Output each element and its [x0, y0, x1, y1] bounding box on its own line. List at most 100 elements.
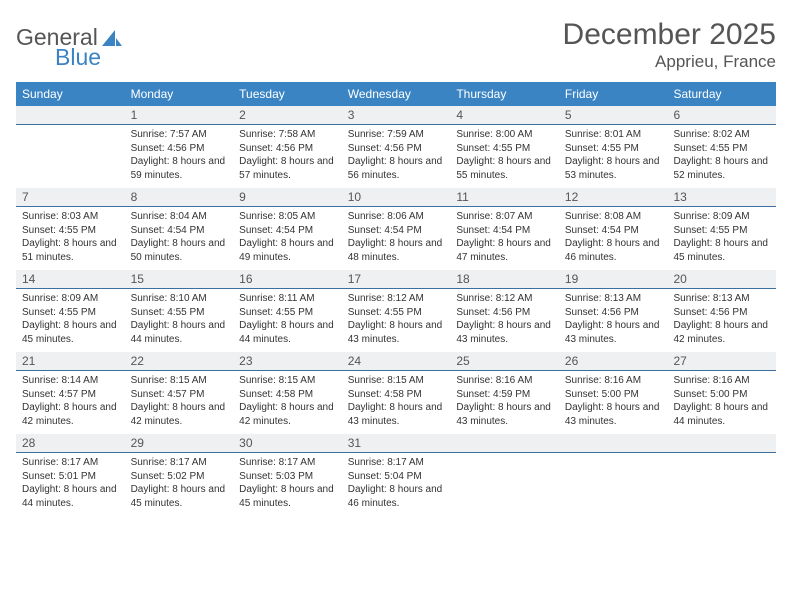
- sunset-line: Sunset: 4:54 PM: [565, 224, 662, 238]
- sunset-line: Sunset: 5:02 PM: [131, 470, 228, 484]
- sunrise-line: Sunrise: 8:05 AM: [239, 210, 336, 224]
- day-body: Sunrise: 8:02 AMSunset: 4:55 PMDaylight:…: [667, 125, 776, 188]
- week-row: 28Sunrise: 8:17 AMSunset: 5:01 PMDayligh…: [16, 434, 776, 516]
- day-header-row: SundayMondayTuesdayWednesdayThursdayFrid…: [16, 82, 776, 106]
- day-body: Sunrise: 8:04 AMSunset: 4:54 PMDaylight:…: [125, 207, 234, 270]
- day-body: [667, 453, 776, 462]
- day-cell: 23Sunrise: 8:15 AMSunset: 4:58 PMDayligh…: [233, 352, 342, 434]
- day-number-band: 4: [450, 106, 559, 125]
- day-number-band: 15: [125, 270, 234, 289]
- day-cell: 8Sunrise: 8:04 AMSunset: 4:54 PMDaylight…: [125, 188, 234, 270]
- day-body: Sunrise: 8:11 AMSunset: 4:55 PMDaylight:…: [233, 289, 342, 352]
- daylight-line: Daylight: 8 hours and 59 minutes.: [131, 155, 228, 182]
- day-number-band: 24: [342, 352, 451, 371]
- day-body: Sunrise: 8:13 AMSunset: 4:56 PMDaylight:…: [559, 289, 668, 352]
- sunset-line: Sunset: 4:55 PM: [239, 306, 336, 320]
- day-number-band: 30: [233, 434, 342, 453]
- daylight-line: Daylight: 8 hours and 53 minutes.: [565, 155, 662, 182]
- day-cell: 29Sunrise: 8:17 AMSunset: 5:02 PMDayligh…: [125, 434, 234, 516]
- sunrise-line: Sunrise: 8:06 AM: [348, 210, 445, 224]
- day-body: Sunrise: 7:58 AMSunset: 4:56 PMDaylight:…: [233, 125, 342, 188]
- day-header: Monday: [125, 82, 234, 106]
- day-cell: 28Sunrise: 8:17 AMSunset: 5:01 PMDayligh…: [16, 434, 125, 516]
- day-body: Sunrise: 8:01 AMSunset: 4:55 PMDaylight:…: [559, 125, 668, 188]
- daylight-line: Daylight: 8 hours and 52 minutes.: [673, 155, 770, 182]
- day-number-band: 20: [667, 270, 776, 289]
- day-cell: 30Sunrise: 8:17 AMSunset: 5:03 PMDayligh…: [233, 434, 342, 516]
- sunrise-line: Sunrise: 8:03 AM: [22, 210, 119, 224]
- day-header: Friday: [559, 82, 668, 106]
- day-cell: [559, 434, 668, 516]
- day-number-band: 9: [233, 188, 342, 207]
- day-body: Sunrise: 8:05 AMSunset: 4:54 PMDaylight:…: [233, 207, 342, 270]
- day-number-band: 7: [16, 188, 125, 207]
- day-body: [450, 453, 559, 462]
- sunset-line: Sunset: 4:54 PM: [239, 224, 336, 238]
- day-header: Sunday: [16, 82, 125, 106]
- sunset-line: Sunset: 4:56 PM: [456, 306, 553, 320]
- day-body: Sunrise: 8:10 AMSunset: 4:55 PMDaylight:…: [125, 289, 234, 352]
- day-cell: 19Sunrise: 8:13 AMSunset: 4:56 PMDayligh…: [559, 270, 668, 352]
- day-number-band: 31: [342, 434, 451, 453]
- day-cell: 27Sunrise: 8:16 AMSunset: 5:00 PMDayligh…: [667, 352, 776, 434]
- day-number-band: 29: [125, 434, 234, 453]
- sunrise-line: Sunrise: 8:11 AM: [239, 292, 336, 306]
- day-body: Sunrise: 8:07 AMSunset: 4:54 PMDaylight:…: [450, 207, 559, 270]
- sunrise-line: Sunrise: 8:09 AM: [673, 210, 770, 224]
- day-body: Sunrise: 8:16 AMSunset: 5:00 PMDaylight:…: [559, 371, 668, 434]
- daylight-line: Daylight: 8 hours and 43 minutes.: [565, 319, 662, 346]
- sunset-line: Sunset: 4:55 PM: [22, 306, 119, 320]
- day-body: Sunrise: 8:17 AMSunset: 5:02 PMDaylight:…: [125, 453, 234, 516]
- day-number-band: [450, 434, 559, 453]
- sunrise-line: Sunrise: 8:13 AM: [565, 292, 662, 306]
- sunrise-line: Sunrise: 8:16 AM: [565, 374, 662, 388]
- daylight-line: Daylight: 8 hours and 44 minutes.: [22, 483, 119, 510]
- daylight-line: Daylight: 8 hours and 43 minutes.: [456, 319, 553, 346]
- day-cell: [450, 434, 559, 516]
- sunrise-line: Sunrise: 8:12 AM: [348, 292, 445, 306]
- day-number-band: 17: [342, 270, 451, 289]
- week-row: 14Sunrise: 8:09 AMSunset: 4:55 PMDayligh…: [16, 270, 776, 352]
- day-cell: 18 Sunrise: 8:12 AMSunset: 4:56 PMDayligh…: [450, 270, 559, 352]
- day-cell: 20Sunrise: 8:13 AMSunset: 4:56 PMDayligh…: [667, 270, 776, 352]
- daylight-line: Daylight: 8 hours and 43 minutes.: [565, 401, 662, 428]
- day-cell: 24Sunrise: 8:15 AMSunset: 4:58 PMDayligh…: [342, 352, 451, 434]
- day-body: [16, 125, 125, 134]
- daylight-line: Daylight: 8 hours and 45 minutes.: [673, 237, 770, 264]
- day-body: [559, 453, 668, 462]
- week-row: 7 Sunrise: 8:03 AMSunset: 4:55 PM Daylight…: [16, 188, 776, 270]
- day-number-band: [559, 434, 668, 453]
- day-cell: 26Sunrise: 8:16 AMSunset: 5:00 PMDayligh…: [559, 352, 668, 434]
- day-body: Sunrise: 8:16 AMSunset: 5:00 PMDaylight:…: [667, 371, 776, 434]
- sunset-line: Sunset: 4:57 PM: [22, 388, 119, 402]
- sunset-line: Sunset: 4:56 PM: [131, 142, 228, 156]
- day-number-band: 3: [342, 106, 451, 125]
- sunrise-line: Sunrise: 8:04 AM: [131, 210, 228, 224]
- day-number-band: 27: [667, 352, 776, 371]
- day-cell: 7Sunrise: 8:03 AMSunset: 4:55 PMDaylight…: [16, 188, 125, 270]
- day-body: Sunrise: 8:17 AMSunset: 5:01 PMDaylight:…: [16, 453, 125, 516]
- sunset-line: Sunset: 4:55 PM: [22, 224, 119, 238]
- sunrise-line: Sunrise: 8:12 AM: [456, 292, 553, 306]
- sunrise-line: Sunrise: 8:14 AM: [22, 374, 119, 388]
- day-cell: 16Sunrise: 8:11 AMSunset: 4:55 PMDayligh…: [233, 270, 342, 352]
- day-number-band: 18: [450, 270, 559, 289]
- sunset-line: Sunset: 4:56 PM: [348, 142, 445, 156]
- day-cell: 13Sunrise: 8:09 AMSunset: 4:55 PMDayligh…: [667, 188, 776, 270]
- day-cell: 17Sunrise: 8:12 AMSunset: 4:55 PMDayligh…: [342, 270, 451, 352]
- day-number-band: 5: [559, 106, 668, 125]
- day-number-band: 8: [125, 188, 234, 207]
- daylight-line: Daylight: 8 hours and 48 minutes.: [348, 237, 445, 264]
- sunset-line: Sunset: 4:58 PM: [239, 388, 336, 402]
- sunset-line: Sunset: 4:54 PM: [348, 224, 445, 238]
- sunset-line: Sunset: 4:55 PM: [456, 142, 553, 156]
- sunset-line: Sunset: 4:59 PM: [456, 388, 553, 402]
- sunrise-line: Sunrise: 8:10 AM: [131, 292, 228, 306]
- day-cell: 5Sunrise: 8:01 AMSunset: 4:55 PMDaylight…: [559, 106, 668, 188]
- day-number-band: 22: [125, 352, 234, 371]
- day-number-band: [16, 106, 125, 125]
- sunrise-line: Sunrise: 8:16 AM: [456, 374, 553, 388]
- day-cell: 6Sunrise: 8:02 AMSunset: 4:55 PMDaylight…: [667, 106, 776, 188]
- sunrise-line: Sunrise: 8:02 AM: [673, 128, 770, 142]
- sunset-line: Sunset: 4:56 PM: [673, 306, 770, 320]
